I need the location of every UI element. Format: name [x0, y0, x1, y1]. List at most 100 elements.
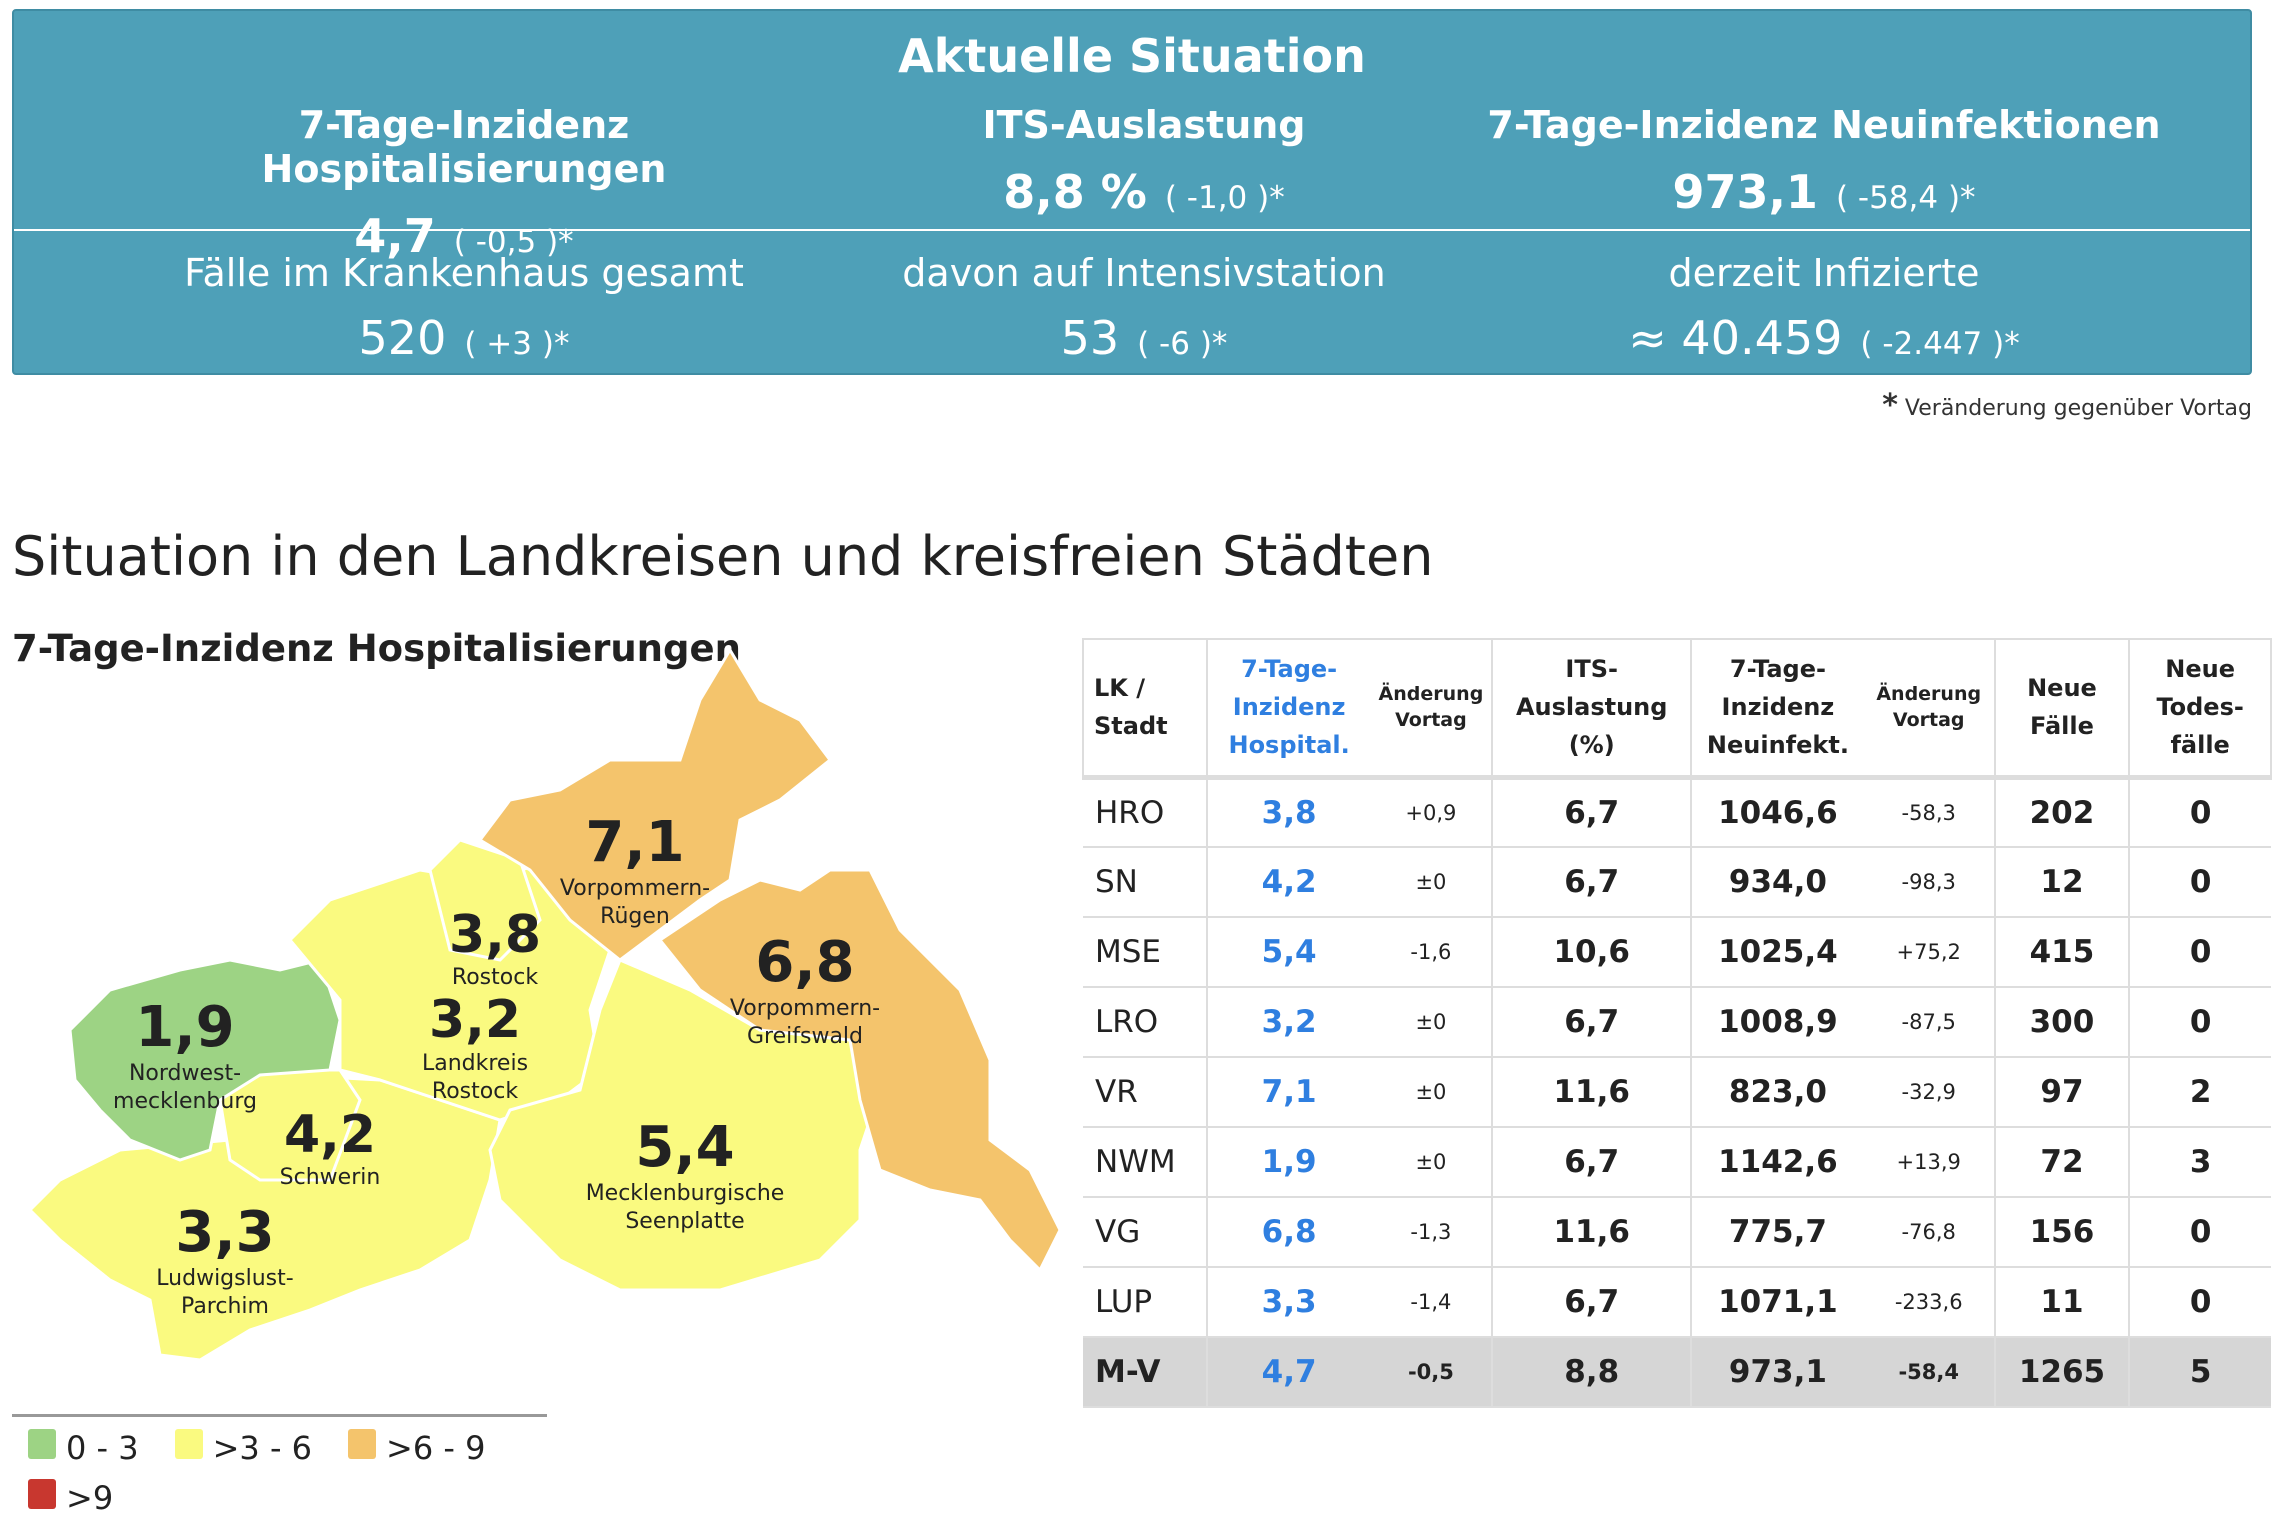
- cell-new-deaths: 0: [2128, 777, 2271, 848]
- district-map: [27, 647, 1062, 1362]
- cell-district: M-V: [1083, 1337, 1207, 1408]
- cell-new-cases: 12: [1993, 847, 2130, 918]
- legend-swatch-orange: [348, 1429, 377, 1459]
- cell-inf-change: -76,8: [1863, 1197, 1995, 1268]
- label-nwm: 1,9 Nordwest-mecklenburg: [113, 995, 257, 1114]
- cell-inf: 1071,1: [1690, 1267, 1864, 1338]
- cell-its: 11,6: [1491, 1057, 1692, 1128]
- stat-icu: davon auf Intensivstation 53( -6 )*: [902, 251, 1386, 365]
- table-row: SN 4,2 ±0 6,7 934,0 -98,3 12 0: [1083, 847, 2271, 918]
- cell-inf-change: -98,3: [1863, 847, 1995, 918]
- cell-district: VR: [1083, 1057, 1207, 1128]
- cell-hosp: 7,1: [1205, 1057, 1371, 1128]
- cell-inf-change: -87,5: [1863, 987, 1995, 1058]
- cell-inf: 1025,4: [1690, 917, 1864, 988]
- col-hosp[interactable]: 7-Tage- Inzidenz Hospital.: [1205, 638, 1371, 780]
- cell-its: 8,8: [1491, 1337, 1692, 1408]
- cell-hosp: 4,2: [1205, 847, 1371, 918]
- cell-hosp: 6,8: [1205, 1197, 1371, 1268]
- cell-inf-change: -58,4: [1863, 1337, 1995, 1408]
- legend-swatch-yellow: [174, 1429, 203, 1459]
- cell-district: LUP: [1083, 1267, 1207, 1338]
- cell-district: SN: [1083, 847, 1207, 918]
- cell-inf-change: -58,3: [1863, 777, 1995, 848]
- cell-its: 6,7: [1491, 1267, 1692, 1338]
- cell-inf: 1142,6: [1690, 1127, 1864, 1198]
- region-vg[interactable]: [657, 868, 1062, 1273]
- cell-district: HRO: [1083, 777, 1207, 848]
- divider: [14, 229, 2250, 231]
- col-hosp-change[interactable]: Änderung Vortag: [1370, 638, 1494, 780]
- cell-its: 6,7: [1491, 1127, 1692, 1198]
- cell-hosp-change: -1,6: [1370, 917, 1493, 988]
- label-lro: 3,2 Landkreis Rostock: [421, 990, 529, 1104]
- table-row: LUP 3,3 -1,4 6,7 1071,1 -233,6 11 0: [1083, 1267, 2271, 1338]
- col-new-cases[interactable]: Neue Fälle: [1993, 638, 2131, 780]
- cell-new-deaths: 5: [2128, 1337, 2271, 1408]
- label-lup: 3,3 Ludwigslust- Parchim: [156, 1200, 294, 1319]
- cell-inf-change: +75,2: [1863, 917, 1995, 988]
- cell-hosp: 3,2: [1205, 987, 1371, 1058]
- summary-panel: Aktuelle Situation 7-Tage-Inzidenz Hospi…: [12, 9, 2252, 375]
- table-row: NWM 1,9 ±0 6,7 1142,6 +13,9 72 3: [1083, 1127, 2271, 1198]
- cell-hosp: 3,3: [1205, 1267, 1371, 1338]
- col-inf[interactable]: 7-Tage- Inzidenz Neuinfekt.: [1690, 638, 1864, 780]
- cell-hosp: 3,8: [1205, 777, 1371, 848]
- cell-inf: 934,0: [1690, 847, 1864, 918]
- col-new-deaths[interactable]: Neue Todes- fälle: [2128, 638, 2272, 780]
- label-mse: 5,4 Mecklenburgische Seenplatte: [585, 1115, 785, 1234]
- cell-new-cases: 415: [1993, 917, 2130, 988]
- cell-hosp-change: ±0: [1370, 1127, 1493, 1198]
- map-legend: 0 - 3 >3 - 6 >6 - 9>9: [12, 1414, 547, 1517]
- cell-district: LRO: [1083, 987, 1207, 1058]
- change-note: * Veränderung gegenüber Vortag: [1882, 388, 2252, 423]
- label-vr: 7,1 Vorpommern- Rügen: [559, 810, 711, 929]
- district-table: LK / Stadt 7-Tage- Inzidenz Hospital. Än…: [1082, 638, 2272, 1408]
- cell-new-cases: 202: [1993, 777, 2130, 848]
- cell-hosp-change: -1,3: [1370, 1197, 1493, 1268]
- cell-hosp-change: -0,5: [1370, 1337, 1493, 1408]
- cell-inf: 1008,9: [1690, 987, 1864, 1058]
- stat-its: ITS-Auslastung 8,8 %( -1,0 )*: [982, 103, 1306, 219]
- cell-new-cases: 97: [1993, 1057, 2130, 1128]
- region-hro[interactable]: [428, 838, 542, 962]
- map-title: 7-Tage-Inzidenz Hospitalisierungen: [12, 627, 741, 670]
- cell-its: 10,6: [1491, 917, 1692, 988]
- cell-hosp-change: ±0: [1370, 1057, 1493, 1128]
- stat-infected: derzeit Infizierte ≈ 40.459( -2.447 )*: [1628, 251, 2020, 365]
- cell-district: VG: [1083, 1197, 1207, 1268]
- table-row: MSE 5,4 -1,6 10,6 1025,4 +75,2 415 0: [1083, 917, 2271, 988]
- col-its[interactable]: ITS- Auslastung (%): [1491, 638, 1693, 780]
- cell-hosp: 4,7: [1205, 1337, 1371, 1408]
- region-mse[interactable]: [488, 958, 882, 1292]
- table-header: LK / Stadt 7-Tage- Inzidenz Hospital. Än…: [1082, 638, 2272, 780]
- cell-inf: 973,1: [1690, 1337, 1864, 1408]
- table-total-row: M-V 4,7 -0,5 8,8 973,1 -58,4 1265 5: [1083, 1337, 2271, 1408]
- region-vr[interactable]: [477, 647, 833, 962]
- col-lk[interactable]: LK / Stadt: [1082, 638, 1208, 780]
- cell-district: NWM: [1083, 1127, 1207, 1198]
- cell-its: 6,7: [1491, 777, 1692, 848]
- cell-new-deaths: 0: [2128, 847, 2271, 918]
- cell-new-cases: 1265: [1993, 1337, 2130, 1408]
- cell-hosp-change: ±0: [1370, 847, 1493, 918]
- cell-its: 6,7: [1491, 987, 1692, 1058]
- legend-swatch-green: [28, 1429, 56, 1459]
- col-inf-change[interactable]: Änderung Vortag: [1863, 638, 1996, 780]
- region-nwm[interactable]: [68, 958, 342, 1162]
- cell-new-deaths: 0: [2128, 987, 2271, 1058]
- cell-hosp-change: -1,4: [1370, 1267, 1493, 1338]
- legend-swatch-red: [28, 1479, 56, 1509]
- label-sn: 4,2 Schwerin: [279, 1105, 381, 1190]
- cell-new-cases: 72: [1993, 1127, 2130, 1198]
- cell-its: 6,7: [1491, 847, 1692, 918]
- cell-inf: 1046,6: [1690, 777, 1864, 848]
- stat-hospital-total: Fälle im Krankenhaus gesamt 520( +3 )*: [184, 251, 744, 365]
- label-hro: 3,8 Rostock: [448, 905, 542, 990]
- cell-new-deaths: 3: [2128, 1127, 2271, 1198]
- cell-inf: 775,7: [1690, 1197, 1864, 1268]
- cell-inf: 823,0: [1690, 1057, 1864, 1128]
- cell-inf-change: -32,9: [1863, 1057, 1995, 1128]
- section-title: Situation in den Landkreisen und kreisfr…: [12, 525, 1434, 588]
- cell-new-deaths: 0: [2128, 917, 2271, 988]
